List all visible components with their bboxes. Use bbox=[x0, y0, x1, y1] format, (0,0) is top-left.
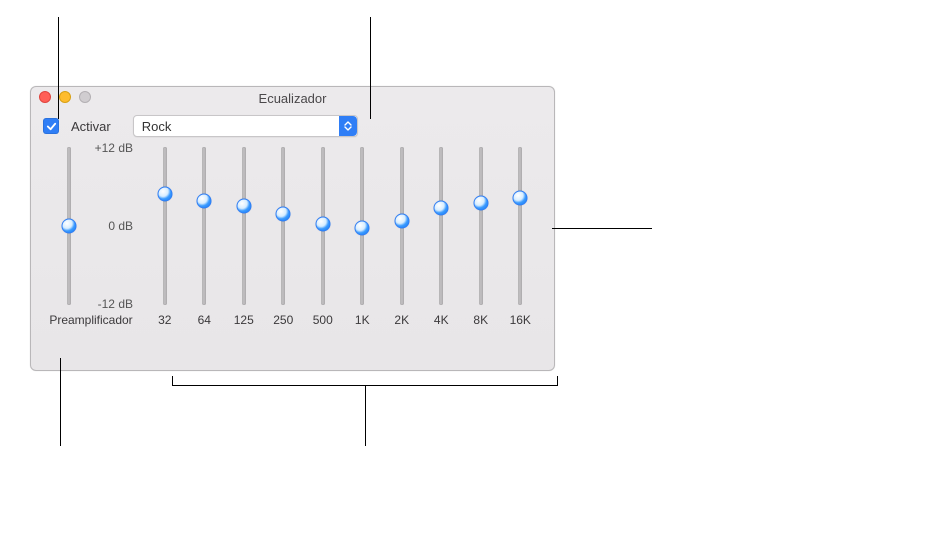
callout-line bbox=[365, 386, 366, 446]
callout-line bbox=[370, 17, 371, 119]
close-icon[interactable] bbox=[39, 91, 51, 103]
checkmark-icon bbox=[46, 121, 57, 132]
activate-checkbox[interactable] bbox=[43, 118, 59, 134]
band-label: 16K bbox=[510, 313, 531, 327]
band-label: 250 bbox=[273, 313, 293, 327]
window-title: Ecualizador bbox=[39, 91, 546, 106]
band-thumb[interactable] bbox=[315, 217, 330, 232]
preamp-track bbox=[67, 147, 71, 305]
band-track bbox=[360, 147, 364, 305]
scale-bottom: -12 dB bbox=[98, 297, 133, 311]
bands-container: 32 64 125 250 500 1K 2K 4K 8K 16K bbox=[145, 147, 540, 356]
callout-line bbox=[60, 358, 61, 446]
preset-value: Rock bbox=[134, 116, 339, 136]
scale-top: +12 dB bbox=[95, 141, 133, 155]
titlebar: Ecualizador bbox=[31, 87, 554, 109]
db-scale: +12 dB 0 dB -12 dB bbox=[83, 147, 133, 305]
band-thumb[interactable] bbox=[394, 213, 409, 228]
band-label: 4K bbox=[434, 313, 449, 327]
band-thumb[interactable] bbox=[473, 195, 488, 210]
band-thumb[interactable] bbox=[355, 220, 370, 235]
preamp-label: Preamplificador bbox=[49, 313, 132, 327]
band-label: 8K bbox=[473, 313, 488, 327]
band-track bbox=[242, 147, 246, 305]
band-label: 500 bbox=[313, 313, 333, 327]
band-slider[interactable]: 1K bbox=[343, 147, 383, 356]
band-slider[interactable]: 500 bbox=[303, 147, 343, 356]
band-slider[interactable]: 16K bbox=[501, 147, 541, 356]
band-track bbox=[400, 147, 404, 305]
band-slider[interactable]: 32 bbox=[145, 147, 185, 356]
equalizer-area: +12 dB 0 dB -12 dB Preamplificador 32 64 1… bbox=[31, 147, 554, 366]
band-label: 32 bbox=[158, 313, 171, 327]
band-slider[interactable]: 125 bbox=[224, 147, 264, 356]
window-controls bbox=[39, 91, 91, 103]
stepper-arrows-icon[interactable] bbox=[339, 116, 357, 136]
activate-label: Activar bbox=[71, 119, 111, 134]
band-track bbox=[479, 147, 483, 305]
chevron-down-icon bbox=[344, 126, 352, 131]
band-track bbox=[439, 147, 443, 305]
bands-brace bbox=[172, 372, 558, 386]
band-label: 125 bbox=[234, 313, 254, 327]
minimize-icon[interactable] bbox=[59, 91, 71, 103]
band-thumb[interactable] bbox=[157, 187, 172, 202]
band-track bbox=[518, 147, 522, 305]
equalizer-window: Ecualizador Activar Rock bbox=[30, 86, 555, 371]
band-label: 64 bbox=[198, 313, 211, 327]
band-track bbox=[202, 147, 206, 305]
band-thumb[interactable] bbox=[197, 193, 212, 208]
scale-mid: 0 dB bbox=[108, 219, 133, 233]
band-slider[interactable]: 2K bbox=[382, 147, 422, 356]
callout-line bbox=[58, 17, 59, 119]
band-track bbox=[321, 147, 325, 305]
band-slider[interactable]: 250 bbox=[264, 147, 304, 356]
band-slider[interactable]: 8K bbox=[461, 147, 501, 356]
preamp-slider[interactable] bbox=[55, 147, 83, 305]
band-thumb[interactable] bbox=[434, 200, 449, 215]
preamp-column: +12 dB 0 dB -12 dB Preamplificador bbox=[37, 147, 145, 356]
band-label: 2K bbox=[394, 313, 409, 327]
band-track bbox=[163, 147, 167, 305]
band-track bbox=[281, 147, 285, 305]
band-slider[interactable]: 4K bbox=[422, 147, 462, 356]
band-slider[interactable]: 64 bbox=[185, 147, 225, 356]
preamp-thumb[interactable] bbox=[62, 219, 77, 234]
band-thumb[interactable] bbox=[513, 190, 528, 205]
preset-select[interactable]: Rock bbox=[133, 115, 358, 137]
band-thumb[interactable] bbox=[236, 199, 251, 214]
callout-line bbox=[552, 228, 652, 229]
band-label: 1K bbox=[355, 313, 370, 327]
band-thumb[interactable] bbox=[276, 207, 291, 222]
zoom-icon bbox=[79, 91, 91, 103]
